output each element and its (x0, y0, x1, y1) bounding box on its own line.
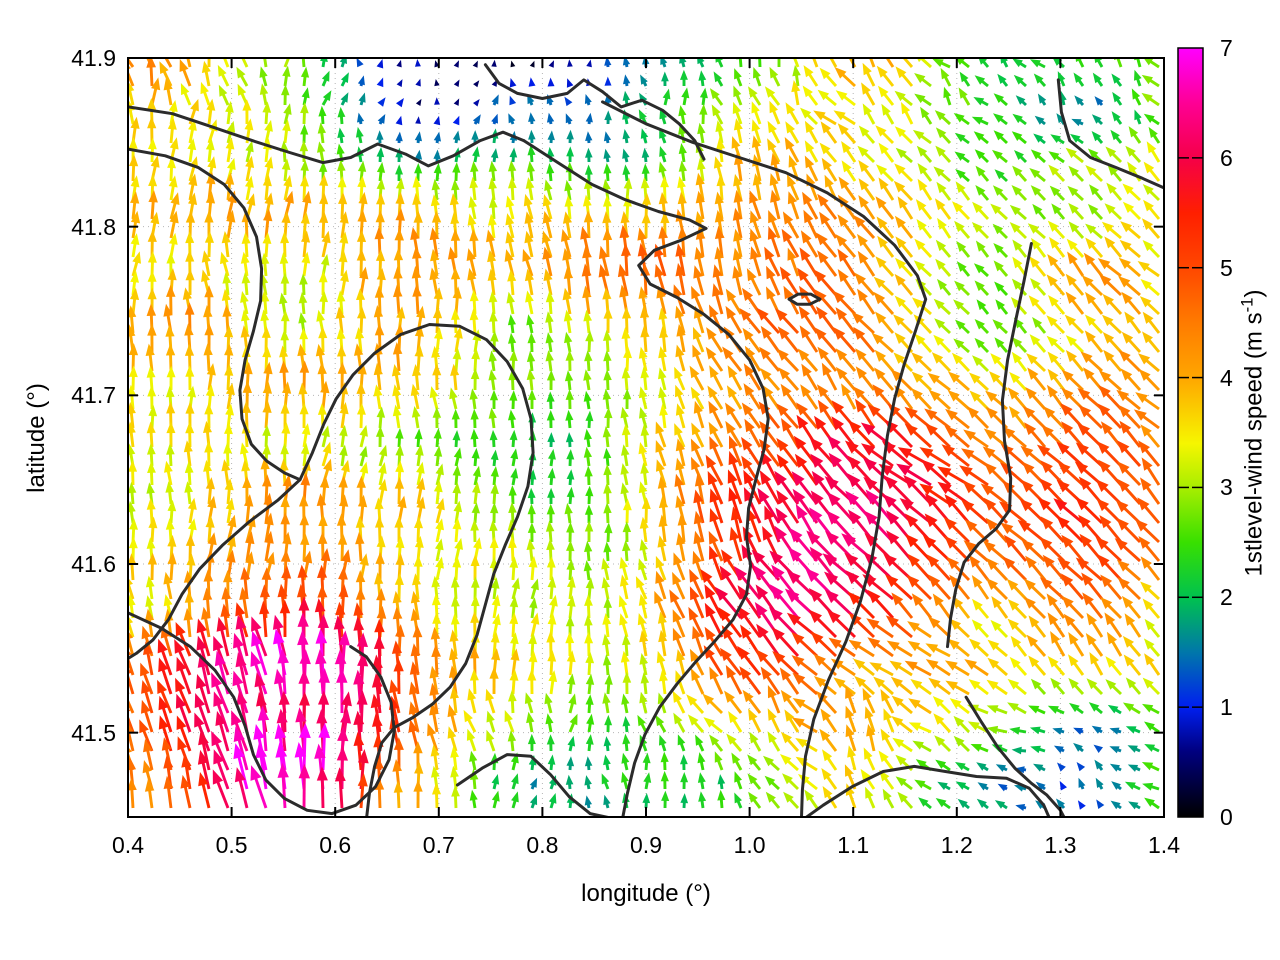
colorbar-tick-label: 4 (1220, 364, 1233, 391)
colorbar-label-sup: -1 (1237, 296, 1257, 312)
x-tick-label: 0.7 (422, 832, 455, 858)
x-tick-label: 0.4 (112, 832, 144, 858)
contour-line (946, 242, 1033, 649)
colorbar-label: 1stlevel-wind speed (m s-1) (1238, 289, 1269, 576)
colorbar-label-close: ) (1240, 288, 1268, 297)
y-tick-label: 41.6 (71, 551, 116, 577)
contour-line (128, 611, 396, 816)
y-tick-label: 41.5 (71, 719, 116, 746)
colorbar-tick-label: 5 (1220, 254, 1233, 281)
colorbar-tick-label: 1 (1220, 694, 1233, 721)
axis-ticks (127, 57, 1165, 817)
contour-line (455, 753, 614, 817)
contour-line (483, 63, 706, 161)
colorbar-label-main: 1stlevel-wind speed (m s (1240, 311, 1268, 577)
contour-line (522, 139, 770, 817)
x-axis-label: longitude (°) (581, 880, 711, 907)
contour-line (298, 323, 535, 817)
colorbar-tick-label: 6 (1220, 144, 1233, 171)
contour-layer (128, 63, 1164, 817)
colorbar-gradient (1178, 48, 1203, 817)
x-tick-label: 1.3 (1044, 832, 1077, 858)
x-tick-label: 0.5 (215, 832, 248, 858)
y-axis-label: latitude (°) (23, 382, 50, 493)
x-tick-label: 0.9 (630, 832, 662, 858)
contour-line (128, 147, 302, 660)
contour-line (787, 292, 822, 306)
contour-line (964, 695, 1066, 817)
x-tick-label: 0.6 (319, 832, 352, 858)
y-tick-label: 41.9 (71, 45, 116, 71)
x-tick-label: 0.8 (526, 832, 559, 858)
x-tick-label: 1.0 (733, 832, 766, 858)
colorbar-frame (1177, 47, 1204, 818)
x-tick-label: 1.4 (1148, 832, 1180, 858)
contour-line (128, 105, 526, 168)
x-tick-label: 1.1 (837, 832, 870, 858)
colorbar-tick-label: 3 (1220, 474, 1233, 501)
colorbar-tick-label: 2 (1220, 584, 1233, 611)
contour-line (804, 764, 1051, 817)
contour-line (1056, 78, 1164, 190)
x-tick-label: 1.2 (940, 832, 973, 858)
colorbar-tick-label: 7 (1220, 35, 1233, 61)
colorbar-tick-label: 0 (1220, 804, 1233, 830)
y-tick-label: 41.7 (71, 382, 116, 409)
y-tick-label: 41.8 (71, 213, 116, 240)
contour-line (601, 100, 928, 817)
colorbar-ticks (1178, 157, 1203, 708)
